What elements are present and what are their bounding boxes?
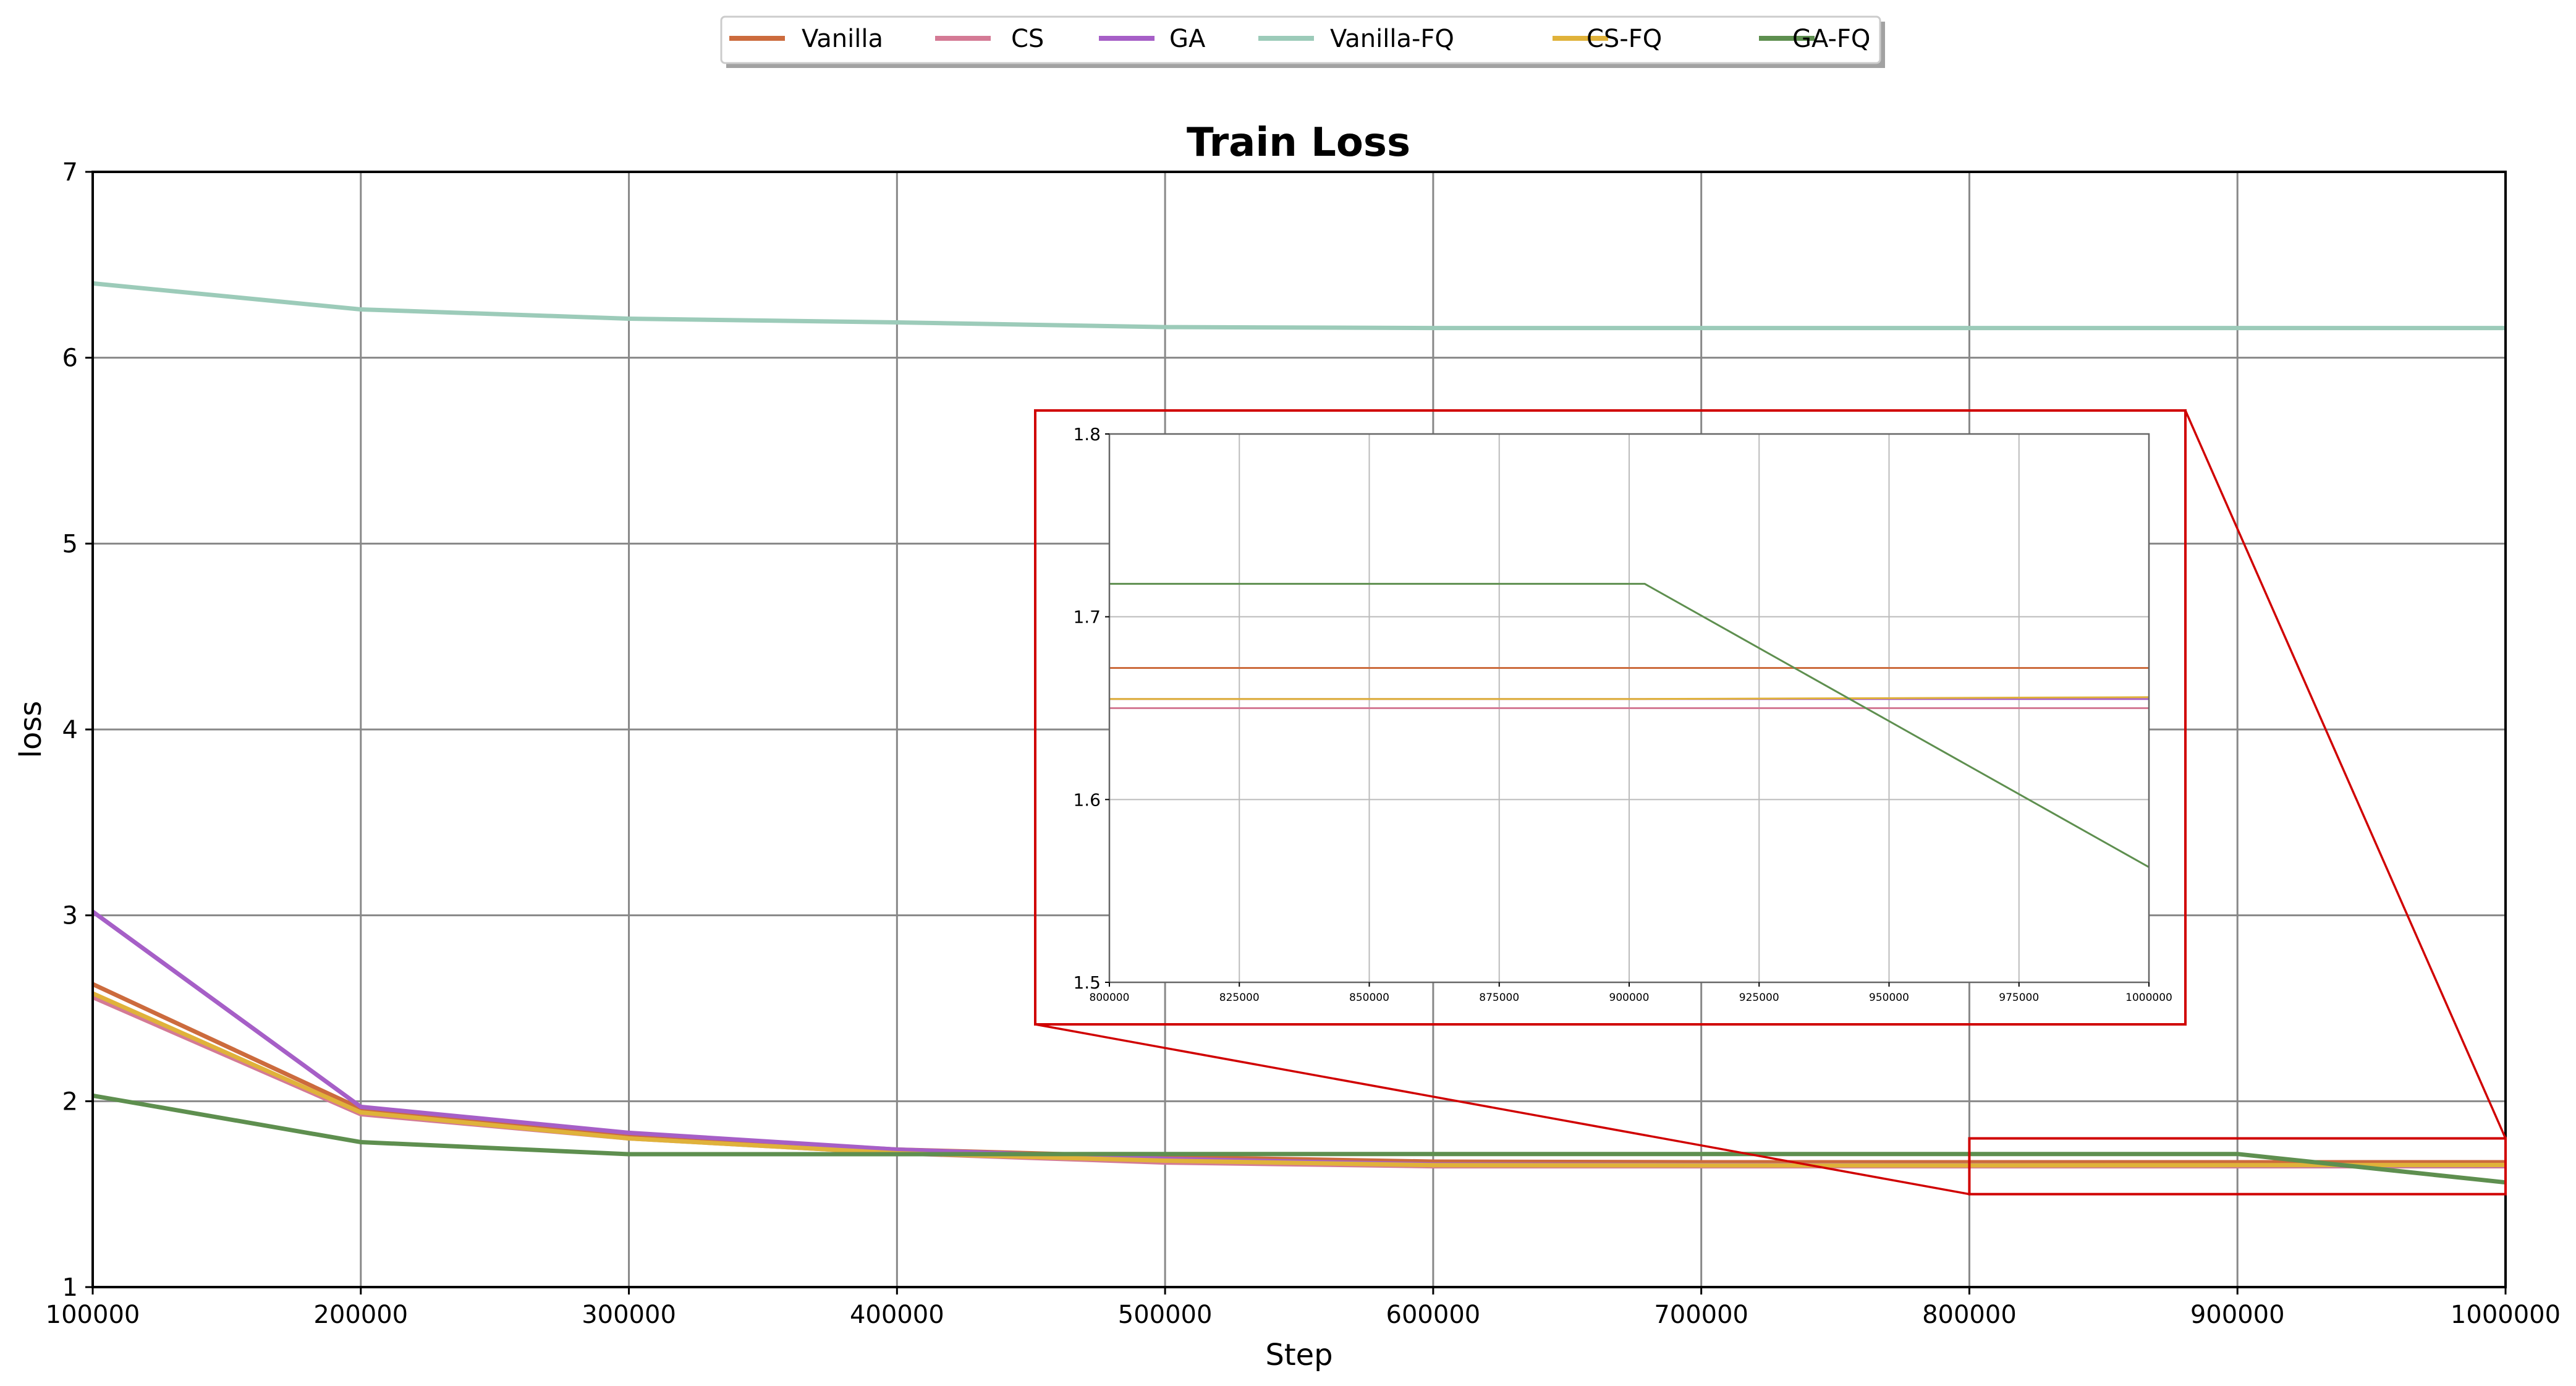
inset-y-tick-label: 1.6	[1073, 789, 1101, 810]
inset-x-tick-label: 950000	[1869, 992, 1909, 1004]
inset-x-tick-label: 875000	[1479, 992, 1519, 1004]
series-line-cs-fq	[91, 991, 2506, 1168]
zoom-connector-line	[2184, 410, 2507, 1139]
zoom-region-box	[1968, 1137, 2507, 1196]
chart-title: Train Loss	[1187, 120, 1410, 166]
legend: Vanilla CS GA Vanilla-FQ CS-FQ GA-FQ	[720, 15, 1885, 68]
y-tick-label: 5	[62, 530, 78, 558]
x-tick-label: 800000	[1922, 1301, 2017, 1329]
y-tick-label: 6	[62, 344, 78, 373]
inset-y-tick-label: 1.8	[1073, 424, 1101, 444]
x-tick-label: 500000	[1118, 1301, 1213, 1329]
x-tick-label: 1000000	[2451, 1301, 2561, 1329]
x-axis-label: Step	[1265, 1338, 1332, 1372]
inset-x-tick-label: 900000	[1609, 992, 1650, 1004]
x-tick-label: 700000	[1654, 1301, 1748, 1329]
y-tick-label: 3	[62, 902, 78, 930]
x-tick-label: 400000	[850, 1301, 944, 1329]
inset-x-tick-label: 800000	[1090, 992, 1130, 1004]
legend-label-ga-fq: GA-FQ	[1792, 25, 1870, 53]
x-tick-label: 200000	[313, 1301, 408, 1329]
y-tick-label: 7	[62, 158, 78, 187]
inset-x-tick-label: 825000	[1219, 992, 1260, 1004]
inset-series-line-cs-fq	[1109, 696, 2150, 700]
legend-label-ga: GA	[1169, 25, 1206, 53]
y-tick-label: 2	[62, 1087, 78, 1116]
series-line-ga-fq	[92, 1093, 2506, 1185]
legend-label-cs: CS	[1011, 25, 1044, 53]
series-line-cs	[91, 995, 2506, 1169]
inset-y-tick-label: 1.5	[1073, 972, 1101, 993]
inset-x-tick-label: 975000	[1999, 992, 2039, 1004]
inset-ticks: 800000 825000 850000 875000 900000 925000 9500…	[1073, 424, 2172, 1004]
y-axis-label: loss	[14, 701, 48, 759]
series-line-vanilla-fq	[92, 281, 2506, 331]
x-tick-label: 100000	[46, 1301, 140, 1329]
inset-outline-box	[1034, 409, 2187, 1026]
y-tick-label: 1	[62, 1273, 78, 1302]
inset-series-line-ga-fq	[1109, 582, 2150, 869]
inset-y-tick-label: 1.7	[1073, 607, 1101, 627]
inset-x-tick-label: 925000	[1739, 992, 1779, 1004]
x-tick-label: 300000	[582, 1301, 676, 1329]
inset-chart: 800000 825000 850000 875000 900000 925000 9500…	[1073, 424, 2172, 1004]
x-tick-label: 600000	[1386, 1301, 1481, 1329]
inset-x-tick-label: 850000	[1349, 992, 1389, 1004]
legend-label-vanilla-fq: Vanilla-FQ	[1330, 25, 1454, 53]
main-ticks: 100000 200000 300000 400000 500000 600000 7000…	[46, 158, 2561, 1329]
inset-series	[1109, 582, 2150, 869]
inset-x-tick-label: 1000000	[2125, 992, 2172, 1004]
legend-label-vanilla: Vanilla	[802, 25, 883, 53]
zoom-connector-line	[1035, 1023, 1970, 1196]
main-series	[91, 281, 2506, 1185]
x-tick-label: 900000	[2190, 1301, 2285, 1329]
y-tick-label: 4	[62, 716, 78, 744]
legend-label-cs-fq: CS-FQ	[1587, 25, 1662, 53]
zoom-indicator	[1034, 409, 2507, 1196]
